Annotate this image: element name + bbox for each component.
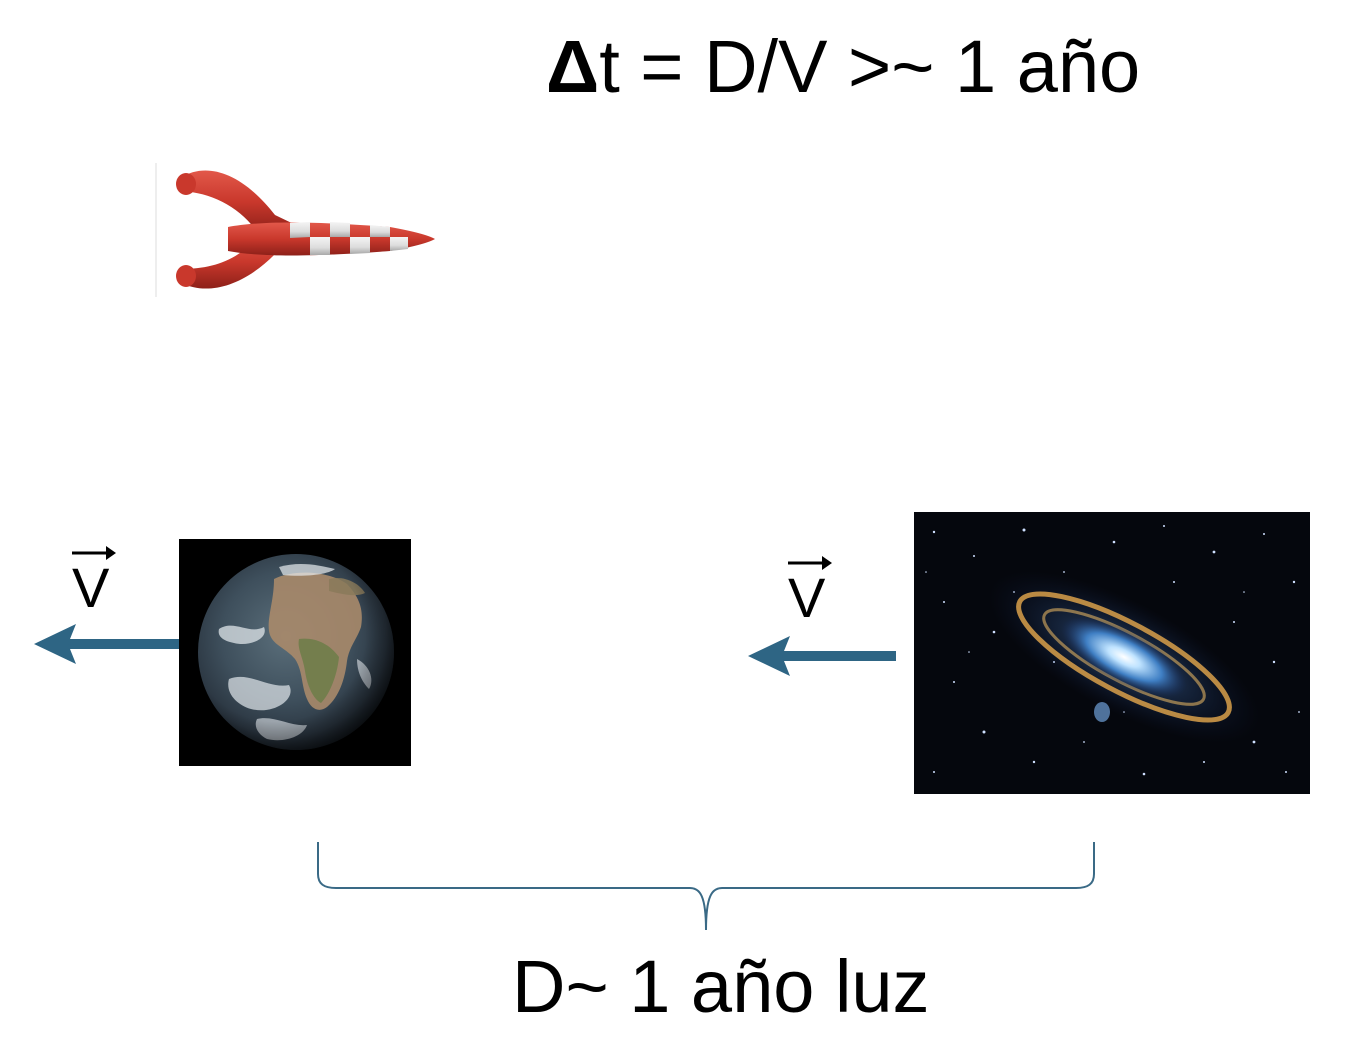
vector-arrow-icon [72,546,116,560]
earth-velocity-arrow [34,624,182,664]
velocity-letter: V [72,556,110,619]
delta-symbol: Δ [546,25,600,108]
rocket-icon [155,163,435,297]
earth-globe-icon [179,539,411,766]
formula-text: t = D/V >~ 1 año [599,25,1141,108]
distance-brace [317,842,1095,931]
distance-label: D~ 1 año luz [512,945,930,1028]
spiral-galaxy-icon [914,512,1310,794]
velocity-letter: V [788,566,826,629]
vector-arrow-icon [788,556,832,570]
velocity-vector-label-right: V [782,554,842,634]
formula-title: Δt = D/V >~ 1 año [546,30,1140,104]
galaxy-velocity-arrow [748,636,896,676]
velocity-vector-label-left: V [66,544,126,624]
